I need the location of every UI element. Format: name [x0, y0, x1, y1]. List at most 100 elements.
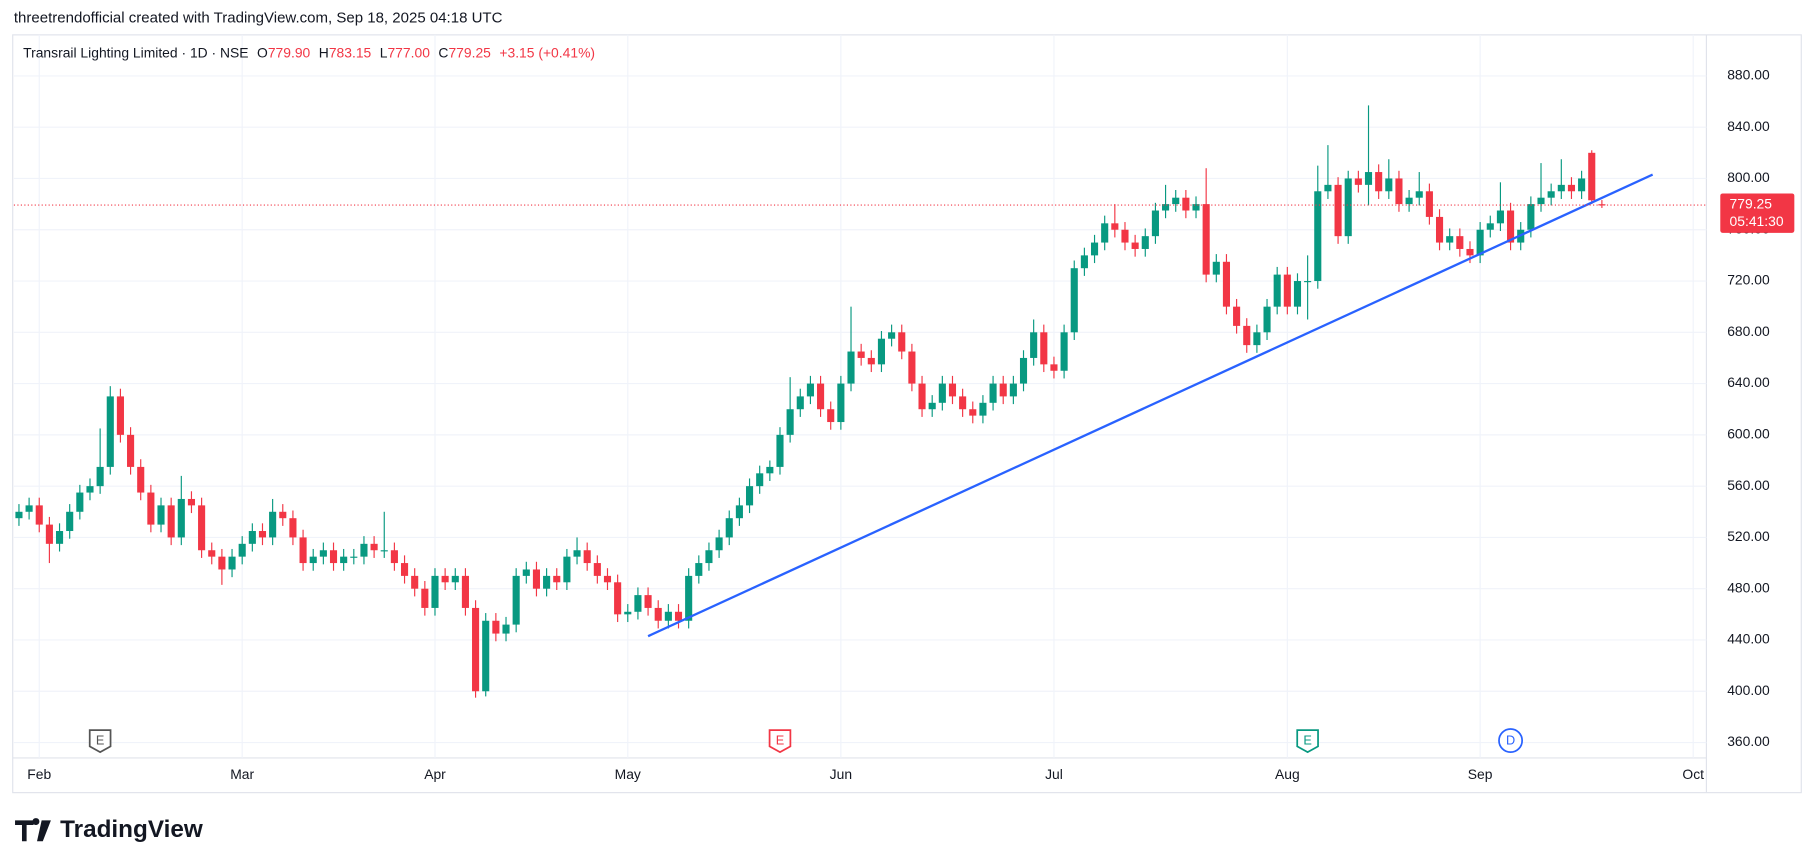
x-tick-label: Apr [424, 766, 446, 782]
candle-body [1304, 281, 1312, 283]
candle-body [1253, 332, 1261, 346]
legend-symbol: Transrail Lighting Limited · 1D · NSE [23, 44, 248, 60]
candle-body [867, 357, 875, 365]
legend-high: 783.15 [329, 44, 372, 60]
legend-open-label: O [257, 44, 268, 60]
event-label: E [96, 733, 104, 748]
candle-body [624, 611, 632, 615]
candle-body [1324, 184, 1332, 192]
candle-body [198, 505, 206, 551]
candle-body [1537, 197, 1545, 205]
candle-body [685, 575, 693, 621]
candle-body [218, 556, 226, 570]
x-tick-label: Oct [1682, 766, 1704, 782]
candle-body [776, 434, 784, 467]
candle-body [948, 383, 957, 397]
candle-body [938, 383, 946, 403]
candle-body [654, 607, 662, 621]
candle-body [1486, 223, 1494, 230]
candle-body [340, 556, 348, 564]
candle-body [177, 498, 185, 538]
candle-body [817, 383, 825, 410]
event-label: E [1303, 733, 1311, 748]
footer-logo: TradingView [15, 816, 203, 843]
candle-body [25, 505, 33, 512]
candle-body [928, 402, 936, 410]
brand: TradingView [60, 816, 203, 843]
candle-body [1344, 178, 1352, 237]
axes: 360.00 400.00 440.00 480.00 520.00 560.00 600.… [27, 67, 1795, 782]
y-tick-label: 480.00 [1727, 579, 1770, 595]
grid [13, 34, 1707, 758]
candle-body [918, 383, 926, 410]
candle-body [421, 588, 429, 608]
countdown-label: 05:41:30 [1730, 213, 1784, 229]
plot [13, 105, 1707, 698]
legend: Transrail Lighting Limited · 1D · NSE O 7… [23, 44, 595, 60]
credit: threetrendofficial created with TradingV… [14, 10, 503, 27]
candle-body [664, 611, 672, 621]
candle-body [116, 396, 124, 435]
candle-body [1293, 281, 1302, 307]
candle-body [1435, 216, 1444, 243]
candle-body [1385, 178, 1393, 192]
candle-body [1162, 204, 1170, 211]
candle-body [269, 511, 277, 538]
x-tick-label: Feb [27, 766, 51, 782]
candle-body [502, 624, 510, 634]
x-tick-label: May [615, 766, 641, 782]
y-tick-label: 600.00 [1727, 426, 1770, 442]
candle-body [1182, 197, 1190, 211]
candle-body [1080, 255, 1088, 269]
candle-body [563, 556, 571, 583]
candle-body [1009, 383, 1017, 397]
candle-body [1395, 178, 1403, 205]
candle-body [472, 607, 480, 692]
candle-body [1405, 197, 1413, 205]
candle-body [603, 575, 612, 583]
candle-body [76, 492, 84, 512]
candle-body [167, 505, 175, 538]
candle-body [1233, 306, 1241, 326]
candle-body [15, 511, 23, 519]
candle-body [969, 409, 977, 416]
candle-body [1192, 204, 1200, 211]
candle-body [837, 383, 845, 423]
candle-body [1070, 268, 1078, 333]
candle-body [1131, 242, 1139, 249]
event-label: D [1506, 733, 1515, 748]
candle-body [329, 550, 338, 564]
candle-body [319, 550, 327, 557]
candle-body [522, 569, 530, 576]
y-tick-label: 560.00 [1727, 477, 1770, 493]
candle-body [1121, 229, 1129, 243]
event-label: E [776, 733, 784, 748]
y-tick-label: 800.00 [1727, 169, 1770, 185]
candle-body [1507, 210, 1515, 243]
candle-body [766, 466, 774, 474]
candle-body [1040, 332, 1048, 365]
candle-body [1050, 364, 1058, 371]
candle-body [1527, 204, 1535, 230]
legend-close: 779.25 [448, 44, 491, 60]
candle-body [888, 332, 896, 339]
event-marker [88, 729, 112, 754]
candle-body [1578, 178, 1586, 192]
candle-body [1557, 184, 1565, 192]
candle-body [1567, 184, 1576, 192]
candle-body [45, 524, 53, 544]
candle-body [644, 595, 652, 608]
candle-body [583, 550, 591, 564]
candle-body [573, 550, 581, 557]
candle-body [66, 511, 74, 532]
candle-body [482, 620, 490, 692]
candle-body [137, 466, 145, 493]
legend-close-label: C [438, 44, 448, 60]
event-marker [1296, 729, 1319, 754]
candle-body [1598, 204, 1606, 206]
candle-body [1151, 210, 1159, 237]
candle-body [431, 575, 439, 608]
